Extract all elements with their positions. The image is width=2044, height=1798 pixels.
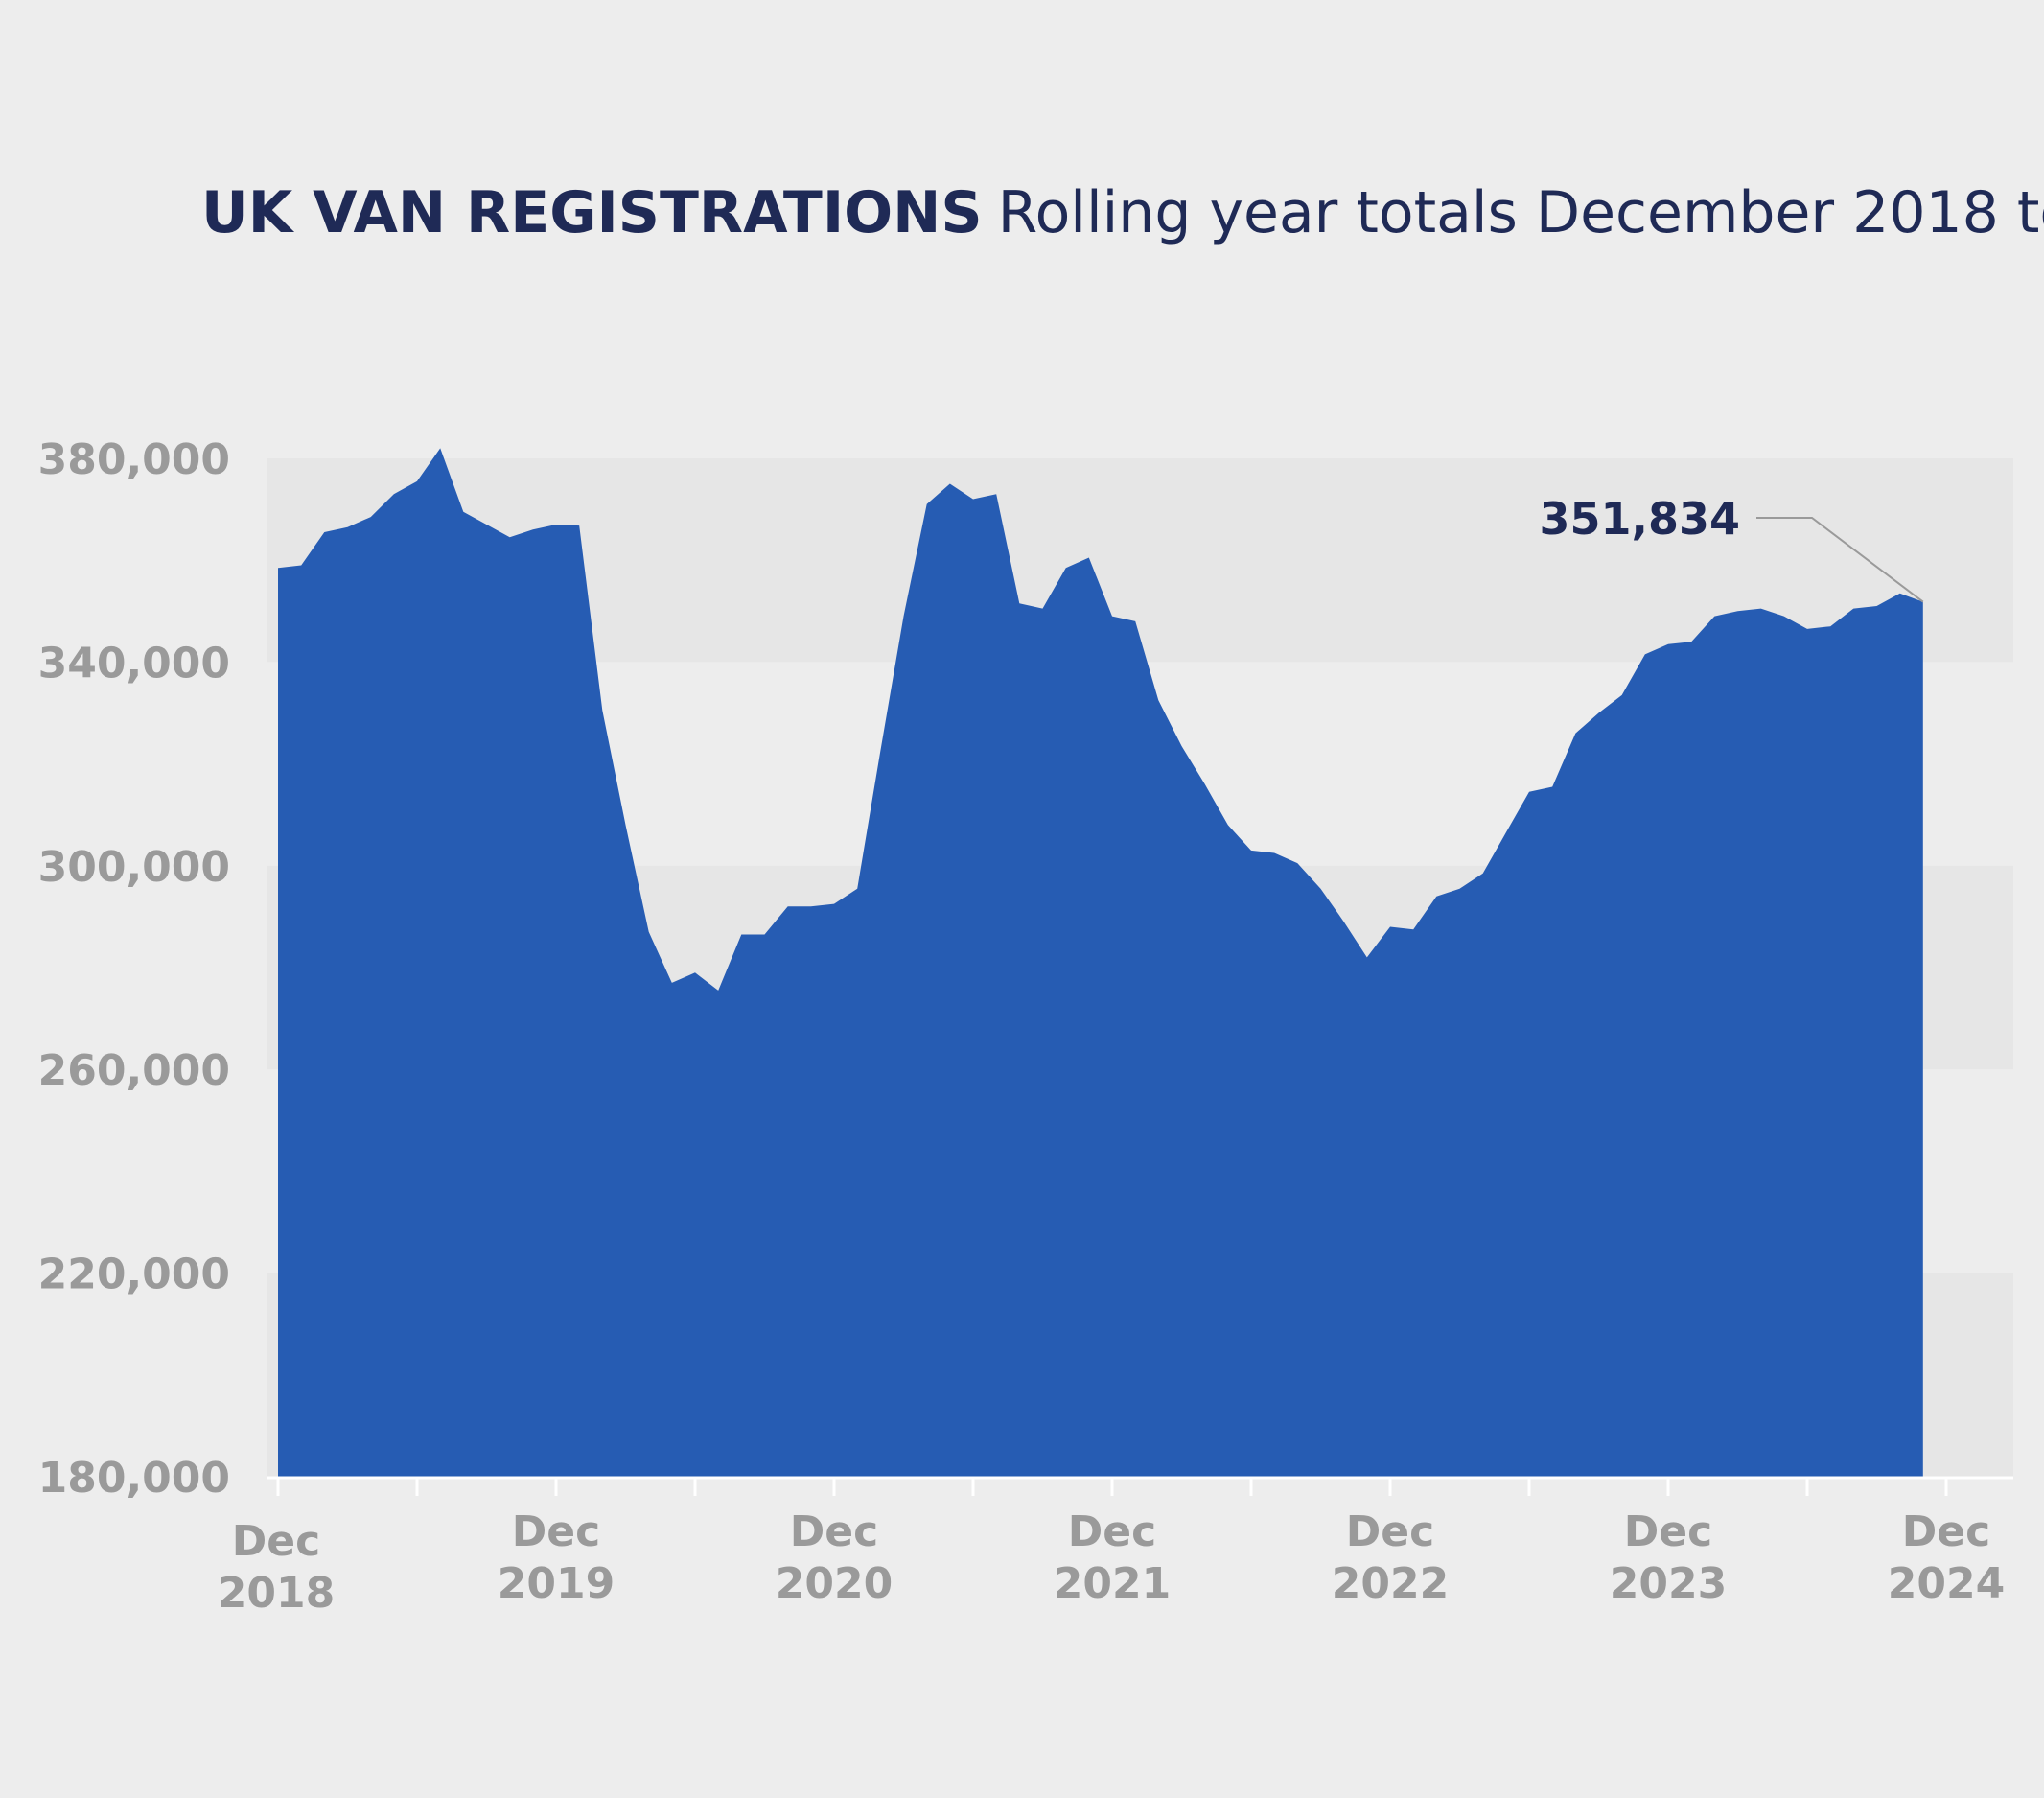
y-tick-label: 340,000	[38, 639, 230, 688]
x-tick-label: 2023	[1610, 1559, 1727, 1608]
y-axis-ticks: 380,000 340,000 300,000 260,000 220,000 180,0…	[38, 435, 230, 1503]
x-tick-label: 2018	[218, 1569, 335, 1618]
x-tick-label: 2019	[498, 1559, 615, 1608]
y-tick-label: 380,000	[38, 435, 230, 484]
annotation-layer: 351,834	[1539, 493, 1924, 603]
chart-title-main: UK VAN REGISTRATIONS	[201, 179, 983, 246]
annotation-label: 351,834	[1539, 493, 1740, 545]
x-tick-label: Dec	[1902, 1507, 1990, 1556]
x-tick-label: Dec	[790, 1507, 878, 1556]
x-tick-label: 2021	[1054, 1559, 1171, 1608]
x-tick-label: 2024	[1888, 1559, 2005, 1608]
chart-subtitle: Rolling year totals December 2018 to dat…	[998, 179, 2044, 246]
x-axis	[267, 1476, 2013, 1496]
x-tick-label: Dec	[1346, 1507, 1434, 1556]
area-layer	[278, 448, 1923, 1477]
y-tick-label: 260,000	[38, 1046, 230, 1095]
x-tick-label: 2022	[1332, 1559, 1449, 1608]
y-tick-label: 220,000	[38, 1250, 230, 1299]
y-tick-label: 300,000	[38, 843, 230, 892]
chart-title: UK VAN REGISTRATIONS Rolling year totals …	[201, 179, 2044, 246]
x-tick-label: Dec	[1624, 1507, 1712, 1556]
x-tick-label: Dec	[1068, 1507, 1156, 1556]
x-tick-label: Dec	[232, 1517, 320, 1566]
x-tick-label: 2020	[776, 1559, 893, 1608]
annotation-leader-line	[1756, 517, 1924, 603]
x-tick-label: Dec	[512, 1507, 600, 1556]
y-tick-label: 180,000	[38, 1454, 230, 1503]
area-series	[278, 448, 1923, 1477]
x-axis-ticks: Dec2018Dec2019Dec2020Dec2021Dec2022Dec20…	[218, 1507, 2005, 1618]
